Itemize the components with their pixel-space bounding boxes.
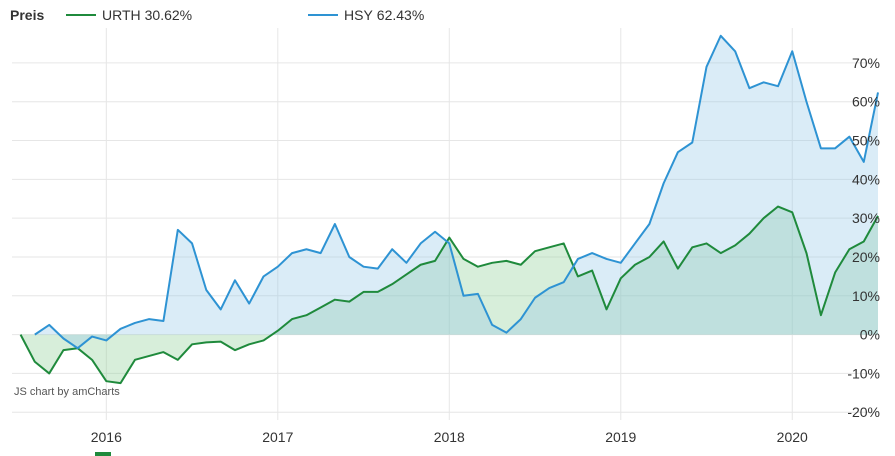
legend: Preis URTH 30.62% HSY 62.43%	[0, 0, 895, 30]
series-areas	[20, 35, 879, 384]
legend-label-hsy: HSY	[344, 7, 373, 23]
legend-swatch-urth	[66, 14, 96, 16]
series-lines	[19, 34, 879, 385]
y-tick-label: -20%	[847, 404, 880, 420]
legend-value-hsy: 62.43%	[376, 7, 425, 23]
y-axis: -20% -10% 0% 10% 20% 30% 40% 50% 60% 70%	[847, 55, 880, 420]
x-axis: 2016 2017 2018 2019 2020	[91, 429, 808, 445]
legend-title: Preis	[10, 7, 45, 23]
legend-value-urth: 30.62%	[144, 7, 193, 23]
y-tick-label: -10%	[847, 365, 880, 381]
grid	[12, 28, 878, 420]
area-hsy	[34, 35, 879, 349]
x-tick-label: 2017	[262, 429, 293, 445]
legend-item-urth[interactable]: URTH 30.62%	[66, 7, 192, 23]
y-tick-label: 20%	[852, 249, 880, 265]
legend-label-urth: URTH	[102, 7, 141, 23]
legend-swatch-hsy	[308, 14, 338, 16]
y-tick-label: 70%	[852, 55, 880, 71]
y-tick-label: 0%	[860, 327, 880, 343]
area-urth	[20, 206, 878, 384]
x-tick-label: 2019	[605, 429, 636, 445]
y-tick-label: 10%	[852, 288, 880, 304]
legend-item-hsy[interactable]: HSY 62.43%	[308, 7, 424, 23]
y-tick-label: 30%	[852, 210, 880, 226]
x-tick-label: 2016	[91, 429, 122, 445]
scrollbar-grip[interactable]	[95, 452, 111, 456]
y-tick-label: 40%	[852, 171, 880, 187]
y-tick-label: 60%	[852, 94, 880, 110]
line-urth[interactable]	[19, 205, 879, 385]
y-tick-label: 50%	[852, 133, 880, 149]
x-tick-label: 2018	[434, 429, 465, 445]
x-tick-label: 2020	[777, 429, 808, 445]
amcharts-credit[interactable]: JS chart by amCharts	[14, 386, 120, 398]
line-hsy[interactable]	[34, 34, 879, 350]
